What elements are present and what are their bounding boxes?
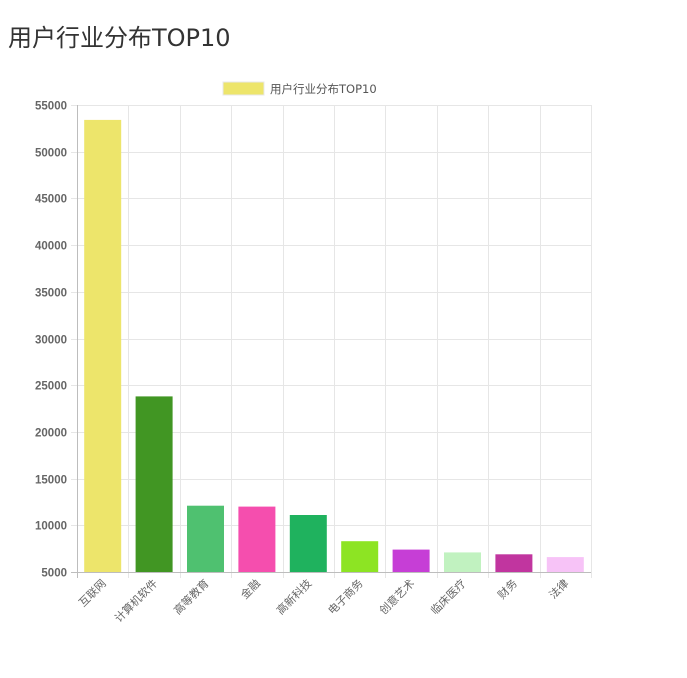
y-tick-label: 25000 [35,381,67,393]
y-tick-label: 10000 [35,521,67,533]
page-title: 用户行业分布TOP10 [8,24,231,52]
y-tick-label: 50000 [35,148,67,160]
x-tick-label: 互联网 [76,577,109,610]
bar[interactable] [341,541,379,572]
x-tick-label: 金融 [238,576,263,601]
y-tick-label: 20000 [35,428,67,440]
bar[interactable] [546,557,584,572]
legend-label[interactable]: 用户行业分布TOP10 [270,82,377,96]
y-tick-label: 40000 [35,241,67,253]
y-tick-label: 30000 [35,335,67,347]
y-tick-label: 55000 [35,101,67,113]
legend-swatch[interactable] [222,81,265,96]
x-tick-label: 临床医疗 [428,576,469,617]
chart-bars [84,119,584,573]
x-tick-label: 高新科技 [273,576,314,617]
bar[interactable] [392,549,430,572]
bar[interactable] [444,552,481,572]
bar[interactable] [135,396,173,572]
x-tick-label: 计算机软件 [111,576,160,625]
y-tick-label: 5000 [41,568,67,580]
x-tick-label: 财务 [495,576,520,601]
chart-axes [71,105,591,578]
x-tick-label: 创意艺术 [376,576,417,617]
chart-legend: 用户行业分布TOP10 [222,81,377,96]
x-axis-labels: 互联网 计算机软件 高等教育 金融 高新科技 电子商务 创意艺术 临床医疗 财务 法律 [76,576,571,625]
bar[interactable] [495,554,533,572]
x-tick-label: 法律 [546,576,571,601]
bar[interactable] [84,119,122,573]
x-tick-label: 电子商务 [325,576,366,617]
y-tick-label: 35000 [35,288,67,300]
y-axis-ticks: 5000 10000 15000 20000 25000 30000 35000 40000 4… [35,101,67,580]
bar[interactable] [238,506,276,572]
bar[interactable] [187,505,224,572]
bar[interactable] [289,515,327,572]
x-tick-label: 高等教育 [171,576,212,617]
y-tick-label: 45000 [35,194,67,206]
y-tick-label: 15000 [35,475,67,487]
